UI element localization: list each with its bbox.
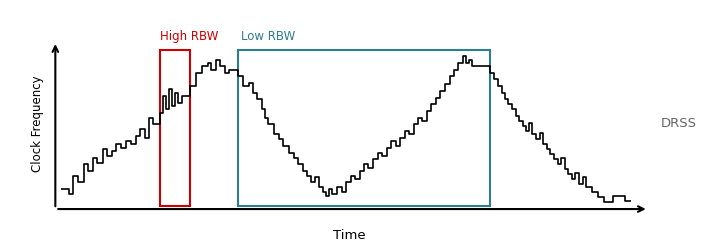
- Text: Clock Frequency: Clock Frequency: [31, 75, 44, 172]
- Text: Low RBW: Low RBW: [241, 30, 295, 43]
- Bar: [238, 50, 490, 206]
- Text: Time: Time: [333, 229, 365, 242]
- Text: DRSS: DRSS: [661, 117, 697, 130]
- Text: High RBW: High RBW: [160, 30, 219, 43]
- Bar: [160, 50, 190, 206]
